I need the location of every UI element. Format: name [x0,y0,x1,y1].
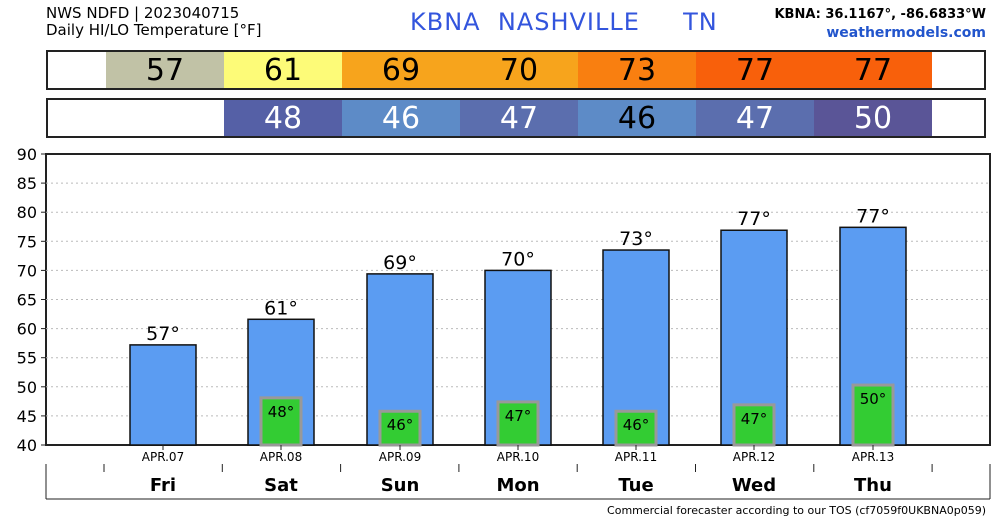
low-temp-cell: 48 [224,100,342,136]
date-label: APR.10 [497,450,539,464]
axes: 40 45 50 55 60 65 70 75 80 85 90 APR.07 Fri APR.08 Sat… [17,145,991,500]
day-label: Sat [264,475,298,496]
high-temp-cell: 77 [814,52,932,88]
y-tick-label: 65 [17,291,37,310]
low-temp-cell: 46 [578,100,696,136]
station-id: KBNA [410,8,481,36]
high-temp-cell: 61 [224,52,342,88]
high-temp-label: 57° [146,323,180,345]
high-temp-label: 77° [856,205,890,227]
high-temp-strip: 57 61 69 70 73 77 77 [46,50,986,90]
y-tick-label: 55 [17,349,37,368]
date-label: APR.09 [379,450,421,464]
low-temp-label: 50° [860,390,887,408]
y-tick-label: 75 [17,232,37,251]
low-temp-cell: 50 [814,100,932,136]
header-right: KBNA: 36.1167°, -86.6833°W weathermodels… [774,6,986,42]
high-temp-cell: 69 [342,52,460,88]
low-temp-bar [378,409,422,447]
low-temp-strip: 48 46 47 46 47 50 [46,98,986,138]
day-label: Fri [150,475,176,496]
day-label: Tue [618,475,653,496]
low-temp-label: 48° [268,403,295,421]
high-temp-label: 77° [737,208,771,230]
footer-note: Commercial forecaster according to our T… [607,504,986,517]
date-label: APR.08 [260,450,302,464]
low-temp-cell: 46 [342,100,460,136]
day-label: Thu [854,475,892,496]
high-temp-label: 73° [619,228,653,250]
station-title: KBNA NASHVILLE TN [410,8,718,36]
low-temp-bar [851,383,895,447]
y-tick-label: 80 [17,203,37,222]
header-info: NWS NDFD | 2023040715 Daily HI/LO Temper… [46,5,262,39]
station-state: TN [683,8,718,36]
y-tick-label: 50 [17,378,37,397]
high-temp-cell: 70 [460,52,578,88]
low-temp-bar [496,400,540,447]
date-label: APR.11 [615,450,657,464]
day-label: Sun [381,475,420,496]
y-tick-label: 60 [17,320,37,339]
high-temp-label: 69° [383,252,417,274]
low-temp-label: 47° [505,407,532,425]
station-city: NASHVILLE [497,8,640,36]
y-tick-label: 45 [17,407,37,426]
high-temp-bar [484,269,552,446]
product-label: Daily HI/LO Temperature [°F] [46,21,262,39]
high-temp-bar [129,344,197,446]
high-temp-label: 70° [501,248,535,270]
day-label: Wed [732,475,776,496]
date-label: APR.12 [733,450,775,464]
high-temp-label: 61° [264,297,298,319]
low-temp-cell: 47 [696,100,814,136]
high-temp-cell: 57 [106,52,224,88]
low-temp-label: 46° [623,416,650,434]
day-label: Mon [496,475,539,496]
low-temp-label: 46° [387,416,414,434]
y-tick-label: 70 [17,261,37,280]
date-label: APR.13 [852,450,894,464]
low-temp-cell [106,100,224,136]
station-coords: KBNA: 36.1167°, -86.6833°W [774,7,986,22]
y-tick-label: 85 [17,174,37,193]
low-temp-cell: 47 [460,100,578,136]
y-tick-label: 40 [17,436,37,455]
high-temp-cell: 77 [696,52,814,88]
site-link[interactable]: weathermodels.com [826,25,986,41]
low-temp-label: 47° [741,410,768,428]
date-label: APR.07 [142,450,184,464]
y-tick-label: 90 [17,145,37,164]
model-run-label: NWS NDFD | 2023040715 [46,4,240,22]
high-temp-cell: 73 [578,52,696,88]
